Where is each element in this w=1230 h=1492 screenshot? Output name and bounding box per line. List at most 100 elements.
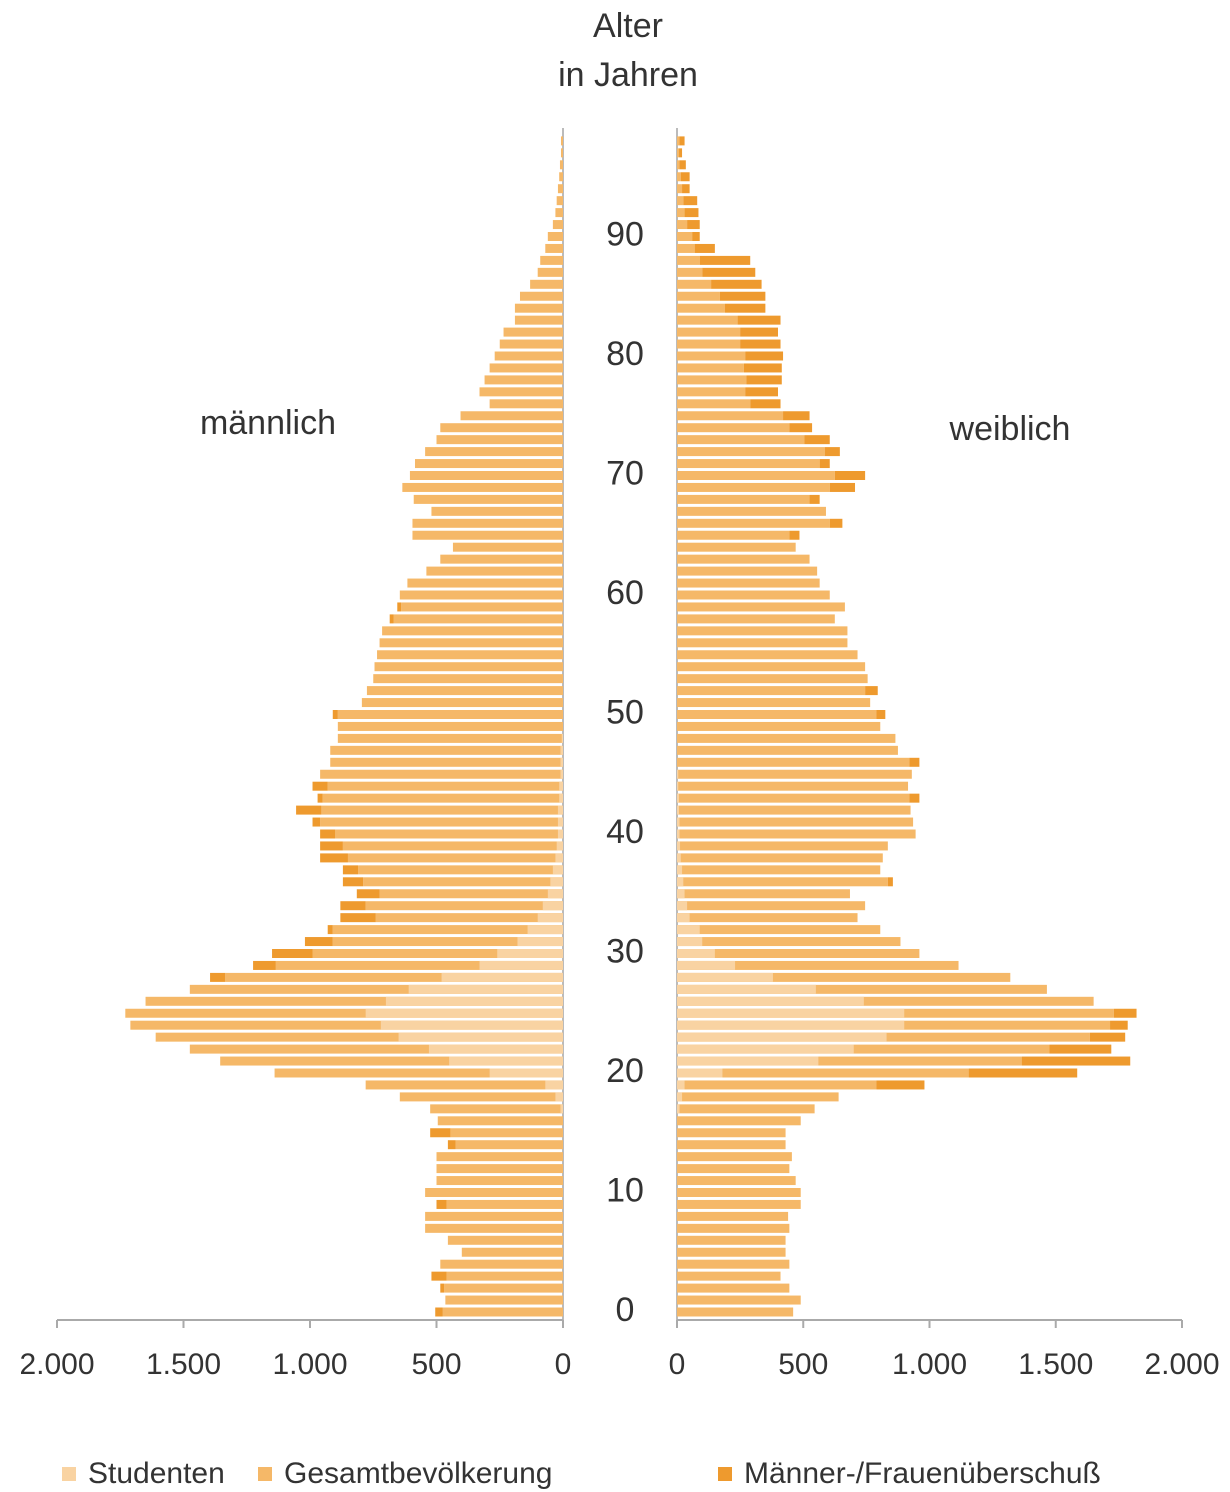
bar bbox=[557, 805, 563, 815]
bar bbox=[335, 829, 563, 839]
bar bbox=[557, 829, 563, 839]
bar bbox=[677, 650, 858, 660]
bar bbox=[677, 399, 751, 409]
bar bbox=[699, 255, 751, 265]
bar bbox=[552, 865, 563, 875]
legend-label: Männer-/Frauenüberschuß bbox=[744, 1457, 1101, 1490]
bar bbox=[189, 984, 563, 994]
bar bbox=[677, 960, 736, 970]
bar bbox=[677, 937, 703, 947]
bar bbox=[677, 232, 693, 241]
bar bbox=[556, 196, 563, 206]
bar bbox=[677, 136, 680, 146]
x-tick-label: 500 bbox=[778, 1348, 828, 1381]
bar bbox=[425, 1188, 563, 1197]
bar bbox=[677, 769, 912, 779]
bar bbox=[746, 375, 782, 385]
bar bbox=[332, 925, 563, 935]
bar bbox=[337, 721, 563, 731]
bar bbox=[677, 1068, 723, 1078]
bar bbox=[677, 745, 898, 755]
bar bbox=[537, 913, 563, 923]
bar bbox=[677, 841, 681, 851]
bar bbox=[330, 745, 563, 755]
bar bbox=[677, 590, 830, 600]
bar bbox=[145, 996, 564, 1006]
bar bbox=[677, 208, 685, 218]
bar bbox=[332, 937, 563, 947]
bar bbox=[379, 889, 563, 899]
bar bbox=[514, 315, 563, 325]
bar bbox=[559, 793, 563, 803]
bar bbox=[677, 471, 835, 480]
bar bbox=[407, 578, 563, 588]
bar bbox=[677, 506, 826, 516]
bar bbox=[413, 494, 563, 504]
bar bbox=[677, 1116, 801, 1126]
bar bbox=[677, 721, 881, 731]
bar bbox=[446, 1271, 563, 1281]
age-label: 30 bbox=[606, 932, 644, 970]
bar bbox=[876, 1080, 925, 1090]
bar bbox=[210, 972, 226, 982]
bar bbox=[677, 1080, 877, 1090]
bar bbox=[677, 1092, 839, 1102]
bar bbox=[320, 829, 336, 839]
bar bbox=[399, 590, 563, 600]
bar bbox=[446, 1199, 563, 1209]
bar bbox=[545, 243, 563, 253]
bar bbox=[677, 817, 680, 827]
bar bbox=[677, 972, 1011, 982]
bar bbox=[677, 853, 681, 863]
bar bbox=[399, 1092, 563, 1102]
bar bbox=[560, 769, 563, 779]
bar bbox=[542, 901, 563, 911]
bar bbox=[677, 805, 911, 815]
bar bbox=[560, 745, 563, 755]
bar bbox=[677, 805, 680, 815]
x-tick-label: 2.000 bbox=[19, 1348, 94, 1381]
bar bbox=[450, 1128, 563, 1138]
bar bbox=[1049, 1044, 1112, 1054]
bar bbox=[409, 471, 563, 480]
bar bbox=[789, 530, 800, 540]
bar bbox=[677, 960, 959, 970]
bar bbox=[382, 626, 563, 636]
bar bbox=[330, 757, 563, 767]
bar bbox=[677, 1176, 796, 1186]
bar bbox=[1021, 1056, 1131, 1066]
age-label: 60 bbox=[606, 574, 644, 612]
bar bbox=[677, 148, 680, 158]
age-label: 10 bbox=[606, 1171, 644, 1209]
bar bbox=[677, 1080, 685, 1090]
bar bbox=[130, 1020, 563, 1030]
bar bbox=[677, 160, 680, 170]
bar bbox=[436, 435, 563, 445]
bar bbox=[320, 769, 563, 779]
bar bbox=[442, 1307, 563, 1317]
bar bbox=[876, 710, 886, 719]
bar bbox=[677, 733, 896, 743]
bar bbox=[253, 960, 276, 970]
bar bbox=[340, 901, 366, 911]
bar bbox=[677, 865, 683, 875]
bar bbox=[677, 841, 888, 851]
bar bbox=[677, 1271, 781, 1281]
bar bbox=[425, 1223, 563, 1233]
bar bbox=[677, 817, 914, 827]
bar bbox=[440, 1283, 445, 1293]
bar bbox=[677, 184, 683, 194]
bar bbox=[677, 1056, 819, 1066]
side-label: weiblich bbox=[949, 410, 1071, 448]
bar bbox=[560, 148, 563, 158]
bar bbox=[677, 662, 866, 672]
bar bbox=[677, 877, 888, 887]
bar bbox=[677, 984, 1047, 994]
bar bbox=[677, 1188, 801, 1197]
bar bbox=[677, 1140, 786, 1150]
bar bbox=[677, 554, 810, 564]
bar bbox=[677, 614, 835, 624]
bar bbox=[677, 1056, 1022, 1066]
x-tick-label: 0 bbox=[555, 1348, 572, 1381]
bar bbox=[677, 674, 868, 684]
